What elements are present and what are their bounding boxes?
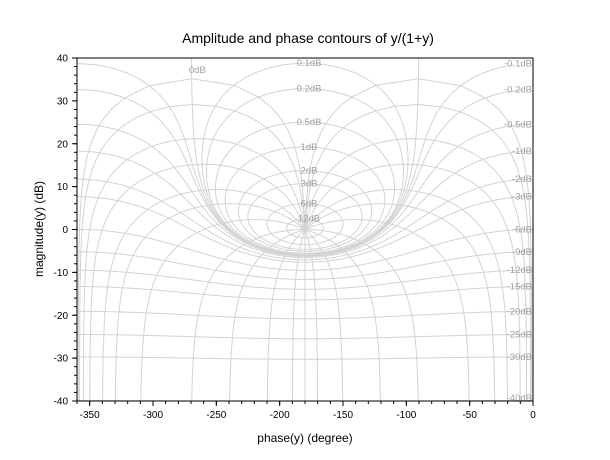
y-tick-label: -40 [54,397,69,408]
phase-contour [305,229,419,401]
contour-label: 2dB [301,166,318,177]
x-tick-label: -50 [462,410,477,421]
y-tick-label: 10 [57,182,69,193]
contour-label: -0.2dB [504,84,532,95]
phase-contour [77,78,306,401]
contour-label: 6dB [301,199,318,210]
phase-contour [304,203,496,401]
magnitude-contour [77,62,514,257]
x-tick-label: -300 [143,410,163,421]
contour-label: -25dB [507,330,532,341]
contour-label: 0.1dB [297,58,322,69]
contour-group [77,58,533,401]
y-tick-label: -10 [54,268,69,279]
x-tick-label: -250 [206,410,226,421]
contour-label: -12dB [507,265,532,276]
y-tick-label: 30 [57,96,69,107]
contour-label: 12dB [298,214,320,225]
contour-label: 1dB [301,142,318,153]
contour-label: -1dB [512,146,532,157]
x-axis-label: phase(y) (degree) [257,431,352,445]
contour-label: -2dB [512,174,532,185]
y-tick-label: 20 [57,139,69,150]
phase-contour [304,219,470,401]
y-tick-label: 0 [62,225,68,236]
contour-label: -9dB [512,247,532,258]
y-tick-label: -30 [54,354,69,365]
contour-label-group: 0dB 0.1dB 0.2dB 0.5dB 1dB 2dB 3dB 6dB 12dB -0.1dB… [189,58,532,404]
phase-contour [304,229,344,401]
contour-label: -15dB [507,282,532,293]
contour-label: -20dB [507,306,532,317]
axes-group: -350 -300 -250 -200 -150 -100 -50 0-40-30-20-10… [54,54,537,422]
y-tick-label: -20 [54,311,69,322]
x-tick-label: -100 [396,410,416,421]
phase-contour [140,219,306,401]
phase-contour [291,229,306,401]
contour-label: -30dB [507,352,532,363]
phase-contour [82,138,306,401]
y-axis-label: magnitude(y) (dB) [32,181,46,277]
contour-label: 0.5dB [297,117,322,128]
contour-label: -6dB [512,224,532,235]
phase-contour [191,229,305,401]
chart-title: Amplitude and phase contours of y/(1+y) [182,30,434,46]
phase-contour [266,229,306,401]
phase-contour [114,203,306,401]
phase-contour [304,229,381,401]
x-tick-label: -350 [80,410,100,421]
x-tick-label: -150 [333,410,353,421]
contour-label: -0.5dB [504,119,532,130]
contour-label: -0.1dB [504,58,532,69]
contour-label: 0.2dB [297,84,322,95]
contour-label: -40dB [507,393,532,404]
x-tick-label: -200 [270,410,290,421]
x-tick-label: 0 [530,410,536,421]
contour-label: 3dB [301,179,318,190]
phase-contour [304,138,528,401]
contour-label: -3dB [512,192,532,203]
y-tick-label: 40 [57,54,69,65]
contour-label: 0dB [189,65,206,76]
